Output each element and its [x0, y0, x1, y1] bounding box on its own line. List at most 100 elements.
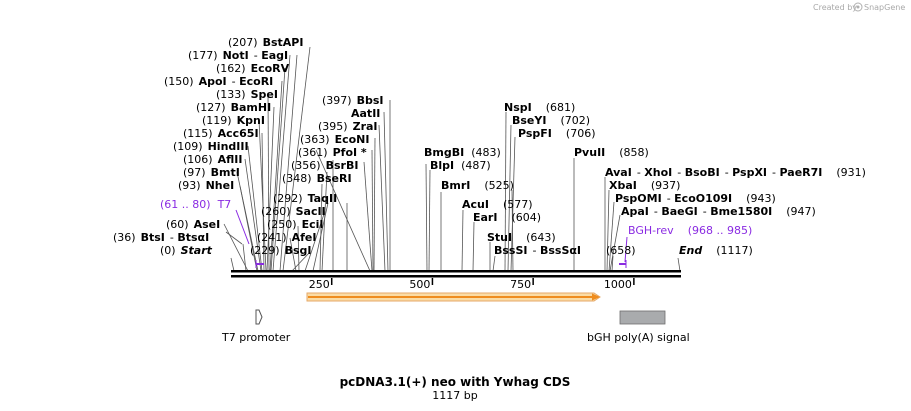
- site-nhei[interactable]: (93) NheI: [178, 179, 234, 192]
- site-bmri[interactable]: BmrI (525): [441, 179, 514, 192]
- svg-text:(241)AfeI: (241) AfeI: [257, 231, 316, 244]
- svg-text:(229)BsgI: (229) BsgI: [250, 244, 312, 257]
- svg-text:(0)Start: (0) Start: [160, 244, 213, 257]
- snapgene-logo-icon: [853, 2, 863, 12]
- site-nspi[interactable]: NspI (681): [504, 101, 575, 114]
- site-bsssi-bsssai[interactable]: BssSI - BssSαI: [494, 244, 581, 257]
- svg-text:BssSI- BssSαI: BssSI - BssSαI: [494, 244, 581, 257]
- site-xbai[interactable]: XbaI (937): [609, 179, 680, 192]
- site-blpi[interactable]: BlpI (487): [430, 159, 491, 172]
- credit-prefix: Created by: [813, 3, 857, 12]
- t7-promoter-feature[interactable]: T7 promoter: [221, 309, 291, 344]
- t7-promoter-label: T7 promoter: [221, 331, 291, 344]
- svg-text:PspFI(706): PspFI (706): [518, 127, 596, 140]
- svg-text:(60)AseI: (60) AseI: [166, 218, 220, 231]
- site-bstapi[interactable]: (207) BstAPI: [228, 36, 303, 49]
- site-bsrbi[interactable]: (356) BsrBI: [291, 159, 358, 172]
- bgh-polya-label: bGH poly(A) signal: [587, 331, 690, 344]
- ruler-tick-label: 1000: [604, 278, 632, 291]
- site-pfoi[interactable]: (361) PfoI *: [298, 146, 367, 159]
- ruler-tick-label: 250: [309, 278, 330, 291]
- svg-text:(61 .. 80)T7: (61 .. 80) T7: [160, 198, 231, 211]
- site-ecorv[interactable]: (162) EcoRV: [216, 62, 290, 75]
- svg-text:(348)BseRI: (348) BseRI: [282, 172, 352, 185]
- svg-text:(395)ZraI: (395) ZraI: [318, 120, 378, 133]
- svg-text:PvuII(858): PvuII (858): [574, 146, 649, 159]
- svg-text:AatII: AatII: [351, 107, 380, 120]
- site-connector-lines: [223, 46, 681, 272]
- polya-box-icon: [619, 310, 666, 325]
- site-bmti[interactable]: (97) BmtI: [183, 166, 240, 179]
- primer-t7-label[interactable]: (61 .. 80) T7: [160, 198, 231, 211]
- site-658[interactable]: (658): [606, 244, 636, 257]
- svg-text:(109)HindIII: (109) HindIII: [173, 140, 249, 153]
- site-end[interactable]: End (1117): [679, 244, 753, 257]
- site-taqii[interactable]: (292) TaqII: [273, 192, 337, 205]
- svg-text:(93)NheI: (93) NheI: [178, 179, 234, 192]
- site-econi[interactable]: (363) EcoNI: [300, 133, 369, 146]
- svg-text:StuI(643): StuI (643): [487, 231, 556, 244]
- svg-text:(356)BsrBI: (356) BsrBI: [291, 159, 358, 172]
- svg-text:BmrI(525): BmrI (525): [441, 179, 514, 192]
- svg-text:BseYI(702): BseYI (702): [512, 114, 590, 127]
- site-eari[interactable]: EarI (604): [473, 211, 541, 224]
- t7-primer-leader: [235, 209, 250, 245]
- svg-text:AcuI(577): AcuI (577): [462, 198, 533, 211]
- bgh-rev-primer-leader: [624, 236, 628, 263]
- site-stui[interactable]: StuI (643): [487, 231, 556, 244]
- site-apoi-ecori[interactable]: (150) ApoI - EcoRI: [164, 75, 273, 88]
- site-pspfi[interactable]: PspFI (706): [518, 127, 596, 140]
- primer-bgh-rev-label[interactable]: BGH-rev (968 .. 985): [628, 224, 752, 237]
- bgh-polya-feature[interactable]: bGH poly(A) signal: [587, 310, 690, 344]
- site-hindiii[interactable]: (109) HindIII: [173, 140, 249, 153]
- svg-text:BlpI(487): BlpI (487): [430, 159, 491, 172]
- ruler-tick-label: 500: [409, 278, 430, 291]
- site-bsgi[interactable]: (229) BsgI: [250, 244, 312, 257]
- site-acc65i[interactable]: (115) Acc65I: [183, 127, 259, 140]
- site-noti-eagi[interactable]: (177) NotI - EagI: [188, 49, 288, 62]
- site-pspomi-group[interactable]: PspOMI - EcoO109I (943): [615, 192, 776, 205]
- svg-text:(150)ApoI- EcoRI: (150) ApoI - EcoRI: [164, 75, 273, 88]
- site-btsi-btsai[interactable]: (36) BtsI - BtsαI: [113, 231, 209, 244]
- site-sacii[interactable]: (260) SacII: [261, 205, 326, 218]
- site-bseyi[interactable]: BseYI (702): [512, 114, 590, 127]
- svg-text:(127)BamHI: (127) BamHI: [196, 101, 271, 114]
- site-afei[interactable]: (241) AfeI: [257, 231, 316, 244]
- svg-text:(397)BbsI: (397) BbsI: [322, 94, 384, 107]
- primer-markers: [235, 209, 628, 268]
- svg-text:BmgBI(483): BmgBI (483): [424, 146, 501, 159]
- svg-text:End(1117): End (1117): [679, 244, 753, 257]
- site-start[interactable]: (0) Start: [160, 244, 213, 257]
- svg-text:XbaI(937): XbaI (937): [609, 179, 680, 192]
- ruler-tick-label: 750: [510, 278, 531, 291]
- site-aflii[interactable]: (106) AflII: [183, 153, 242, 166]
- svg-text:(133)SpeI: (133) SpeI: [216, 88, 278, 101]
- site-kpni[interactable]: (119) KpnI: [202, 114, 265, 127]
- site-avai-group[interactable]: AvaI - XhoI - BsoBI - PspXI - PaeR7I (931): [605, 166, 866, 179]
- svg-text:(115)Acc65I: (115) Acc65I: [183, 127, 259, 140]
- site-ecii[interactable]: (250) EciI: [267, 218, 324, 231]
- map-length: 1117 bp: [432, 389, 477, 402]
- promoter-arrow-icon: [255, 309, 263, 325]
- site-apai-group[interactable]: ApaI - BaeGI - Bme1580I (947): [621, 205, 816, 218]
- svg-text:(177)NotI- EagI: (177) NotI - EagI: [188, 49, 288, 62]
- site-bmgbi[interactable]: BmgBI (483): [424, 146, 501, 159]
- svg-text:(260)SacII: (260) SacII: [261, 205, 326, 218]
- site-spei[interactable]: (133) SpeI: [216, 88, 278, 101]
- site-bamhi[interactable]: (127) BamHI: [196, 101, 271, 114]
- site-asei[interactable]: (60) AseI: [166, 218, 220, 231]
- site-zrai[interactable]: (395) ZraI: [318, 120, 378, 133]
- svg-text:EarI(604): EarI (604): [473, 211, 541, 224]
- svg-text:(207)BstAPI: (207) BstAPI: [228, 36, 303, 49]
- credit-brand: SnapGene: [864, 3, 905, 12]
- site-acui[interactable]: AcuI (577): [462, 198, 533, 211]
- snapgene-credit: Created by SnapGene: [813, 2, 905, 12]
- svg-text:ApaI- BaeGI- Bme1580I(947): ApaI - BaeGI - Bme1580I (947): [621, 205, 816, 218]
- site-bbsi[interactable]: (397) BbsI: [322, 94, 384, 107]
- site-bseri[interactable]: (348) BseRI: [282, 172, 352, 185]
- site-pvuii[interactable]: PvuII (858): [574, 146, 649, 159]
- cds-feature-arrow[interactable]: [306, 292, 601, 302]
- svg-text:(162)EcoRV: (162) EcoRV: [216, 62, 290, 75]
- site-aatii[interactable]: AatII: [351, 107, 380, 120]
